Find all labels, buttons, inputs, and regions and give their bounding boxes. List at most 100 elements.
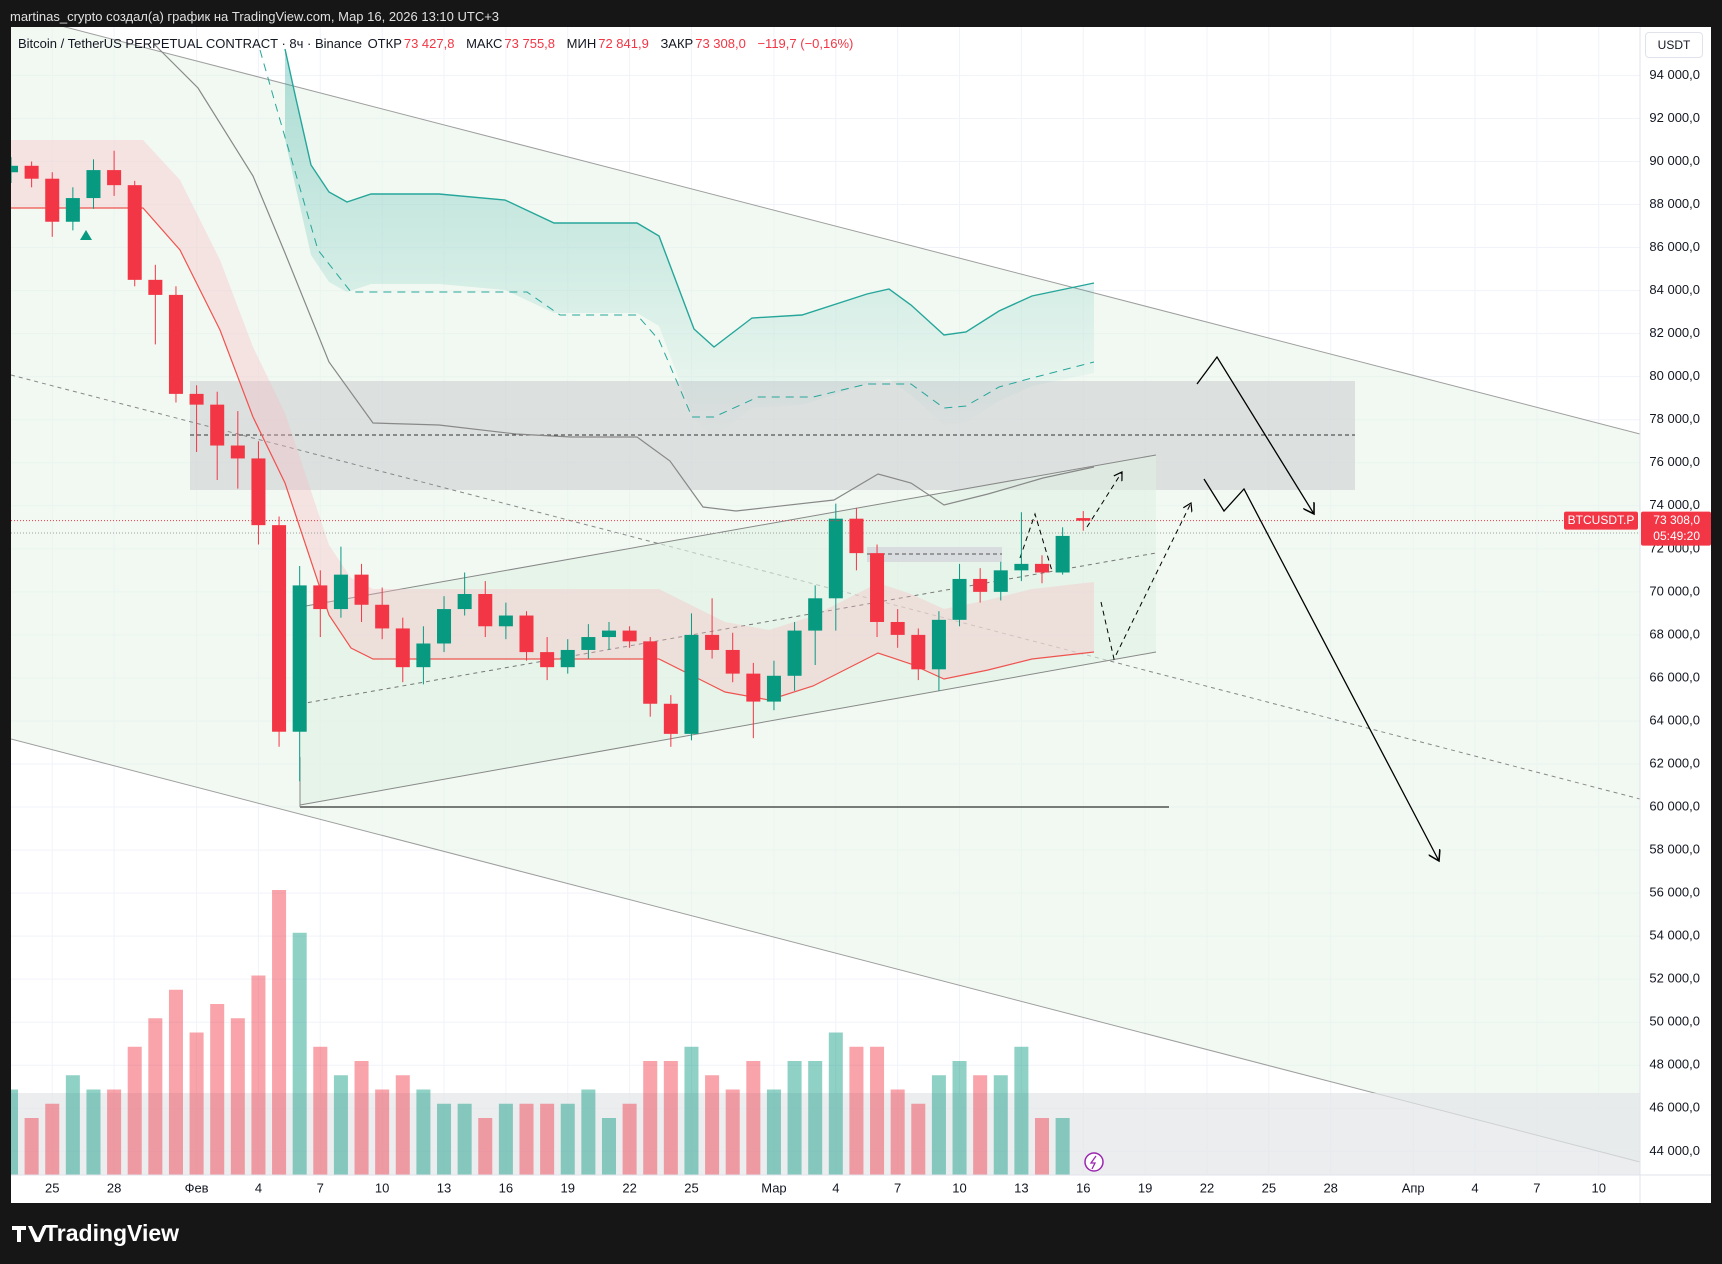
legend-label: МАКС [466,36,503,51]
volume-bar [601,1118,616,1175]
candle-body [581,637,596,650]
volume-bar [1035,1118,1050,1175]
volume-bar [148,1018,163,1175]
x-tick-label: 22 [622,1180,636,1195]
channel-bottom [11,738,1640,1163]
candle-body [540,652,555,668]
volume-bar [849,1046,864,1175]
projection [1100,503,1191,661]
y-tick-label: 48 000,0 [1649,1057,1700,1072]
candle-body [127,185,142,280]
candle-body [766,675,781,702]
arrow-down-path [1203,478,1439,861]
legend-label: ОТКР [367,36,402,51]
currency-button[interactable]: USDT [1645,32,1703,58]
y-tick-label: 92 000,0 [1649,110,1700,125]
volume-bar [622,1103,637,1175]
x-tick-label: 7 [894,1180,901,1195]
candle-body [45,178,60,222]
y-tick-label: 64 000,0 [1649,712,1700,727]
candle-body [354,574,369,605]
candle-body [457,594,472,610]
y-tick-label: 66 000,0 [1649,669,1700,684]
lower-band [11,207,1095,701]
volume-bar [684,1046,699,1175]
candle-body [24,165,39,179]
volume-bar [107,1089,122,1175]
volume-bar [86,1089,101,1175]
x-tick-label: 22 [1200,1180,1214,1195]
volume-bar [292,932,307,1175]
x-tick-label: 10 [1592,1180,1606,1195]
volume-bar [437,1103,452,1175]
legend: Bitcoin / TetherUS PERPETUAL CONTRACT · … [18,36,861,51]
candle-body [911,634,926,670]
moving-average [153,43,1095,512]
volume-zone [11,1093,1640,1175]
x-tick-label: 10 [952,1180,966,1195]
candles [11,150,1640,782]
x-tick-label: 16 [1076,1180,1090,1195]
x-tick-label: 7 [317,1180,324,1195]
volume-bar [643,1061,658,1175]
candle-body [251,458,266,526]
channel-top [63,27,1640,435]
volume-bar [973,1075,988,1175]
volume-bar [65,1075,80,1175]
candle-body [622,630,637,642]
candle-body [437,609,452,644]
projection [1086,472,1122,528]
y-tick-label: 78 000,0 [1649,411,1700,426]
y-tick-label: 90 000,0 [1649,153,1700,168]
volume-bar [416,1089,431,1175]
candle-body [601,630,616,638]
x-tick-label: 25 [684,1180,698,1195]
upper-band-fill [285,49,1094,437]
volume-bar [498,1103,513,1175]
brand: TradingView [44,1220,180,1246]
candle-body [705,634,720,650]
candle-body [375,604,390,629]
volume-bar [808,1061,823,1175]
y-tick-label: 80 000,0 [1649,368,1700,383]
y-tick-label: 84 000,0 [1649,282,1700,297]
legend-value: 72 841,9 [598,36,649,51]
volume-bar [931,1075,946,1175]
candle-body [684,634,699,734]
legend-label: МИН [566,36,597,51]
x-tick-label: 19 [561,1180,575,1195]
candle-body [86,170,101,199]
asc-bottom [299,651,1157,806]
candle-body [952,578,967,620]
x-tick-label: Фев [185,1180,209,1195]
candle-body [931,619,946,670]
asc-mid [299,552,1157,705]
y-tick-label: 70 000,0 [1649,583,1700,598]
x-tick-label: 4 [255,1180,262,1195]
legend-value: 73 308,0 [695,36,746,51]
y-tick-label: 68 000,0 [1649,626,1700,641]
y-tick-label: 76 000,0 [1649,454,1700,469]
candle-body [395,628,410,668]
x-tick-label: 4 [832,1180,839,1195]
candle-body [993,570,1008,592]
volume-bar [457,1103,472,1175]
candle-body [11,165,19,173]
volume-bar [725,1089,740,1175]
candle-body [292,585,307,732]
arrow-up-path [1196,355,1314,514]
asc-top [299,454,1157,608]
event-icon[interactable] [1084,1152,1104,1172]
candle-body [498,615,513,627]
x-tick-label: 7 [1533,1180,1540,1195]
candle-body [168,294,183,394]
volume-bar [251,975,266,1175]
projection [1019,512,1053,572]
upper-band [284,48,1095,348]
y-tick-label: 88 000,0 [1649,196,1700,211]
volume-bar [993,1075,1008,1175]
x-tick-label: 25 [1262,1180,1276,1195]
legend-change: −119,7 (−0,16%) [757,36,854,51]
candle-body [973,578,988,592]
